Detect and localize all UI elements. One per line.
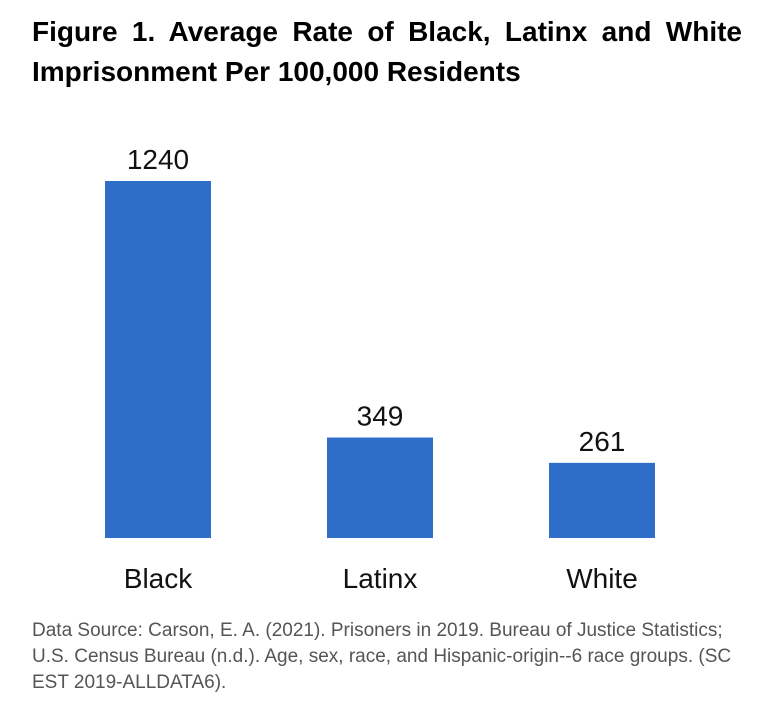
- value-label-white: 261: [579, 426, 626, 457]
- value-label-latinx: 349: [357, 401, 404, 432]
- chart-title: Figure 1. Average Rate of Black, Latinx …: [32, 16, 742, 87]
- bar-black: [105, 181, 211, 538]
- category-label-latinx: Latinx: [343, 563, 418, 594]
- value-label-black: 1240: [127, 144, 189, 175]
- category-label-white: White: [566, 563, 638, 594]
- data-source-note: Data Source: Carson, E. A. (2021). Priso…: [32, 620, 732, 693]
- bar-latinx: [327, 437, 433, 538]
- bar-white: [549, 462, 655, 538]
- category-label-black: Black: [124, 563, 193, 594]
